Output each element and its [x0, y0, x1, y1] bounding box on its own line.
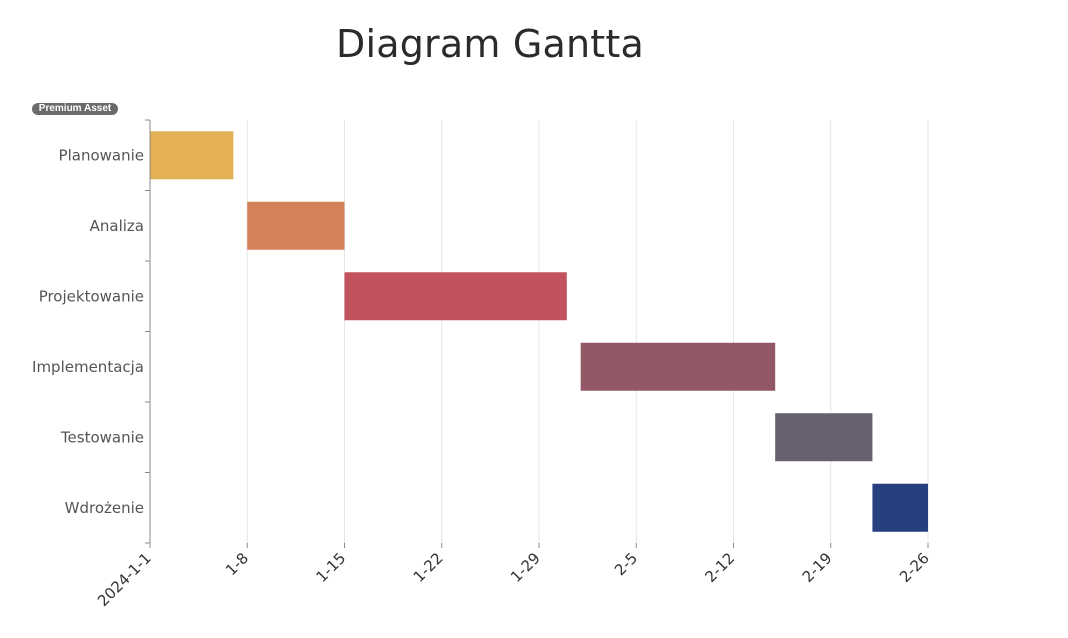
task-bar: [775, 413, 873, 462]
x-tick-label: 1-8: [222, 549, 252, 579]
task-bar: [872, 483, 928, 532]
task-label: Implementacja: [32, 358, 144, 376]
x-tick-label: 1-22: [410, 549, 447, 586]
task-bars: [150, 131, 928, 532]
chart-title: Diagram Gantta: [336, 22, 644, 66]
task-label: Planowanie: [59, 146, 144, 164]
task-bar: [247, 201, 345, 250]
task-label: Wdrożenie: [65, 499, 144, 517]
task-label: Testowanie: [60, 428, 144, 446]
x-tick-label: 1-29: [507, 549, 544, 586]
x-tick-label: 1-15: [313, 549, 350, 586]
x-tick-label: 2024-1-1: [94, 549, 155, 610]
task-label: Projektowanie: [39, 287, 144, 305]
x-tick-label: 2-26: [896, 549, 933, 586]
x-tick-label: 2-19: [799, 549, 836, 586]
x-tick-label: 2-12: [702, 549, 739, 586]
task-bar: [150, 131, 234, 180]
x-tick-label: 2-5: [611, 549, 641, 579]
axis-labels: 2024-1-1 1-8 1-15 1-22 1-29 2-5 2-12 2-19 2-26 Pl…: [32, 146, 933, 610]
task-bar: [344, 272, 567, 321]
grid-lines: [246, 120, 929, 543]
task-label: Analiza: [90, 217, 144, 235]
axes: [145, 119, 929, 548]
task-bar: [580, 342, 776, 391]
premium-asset-badge: Premium Asset: [32, 103, 118, 115]
